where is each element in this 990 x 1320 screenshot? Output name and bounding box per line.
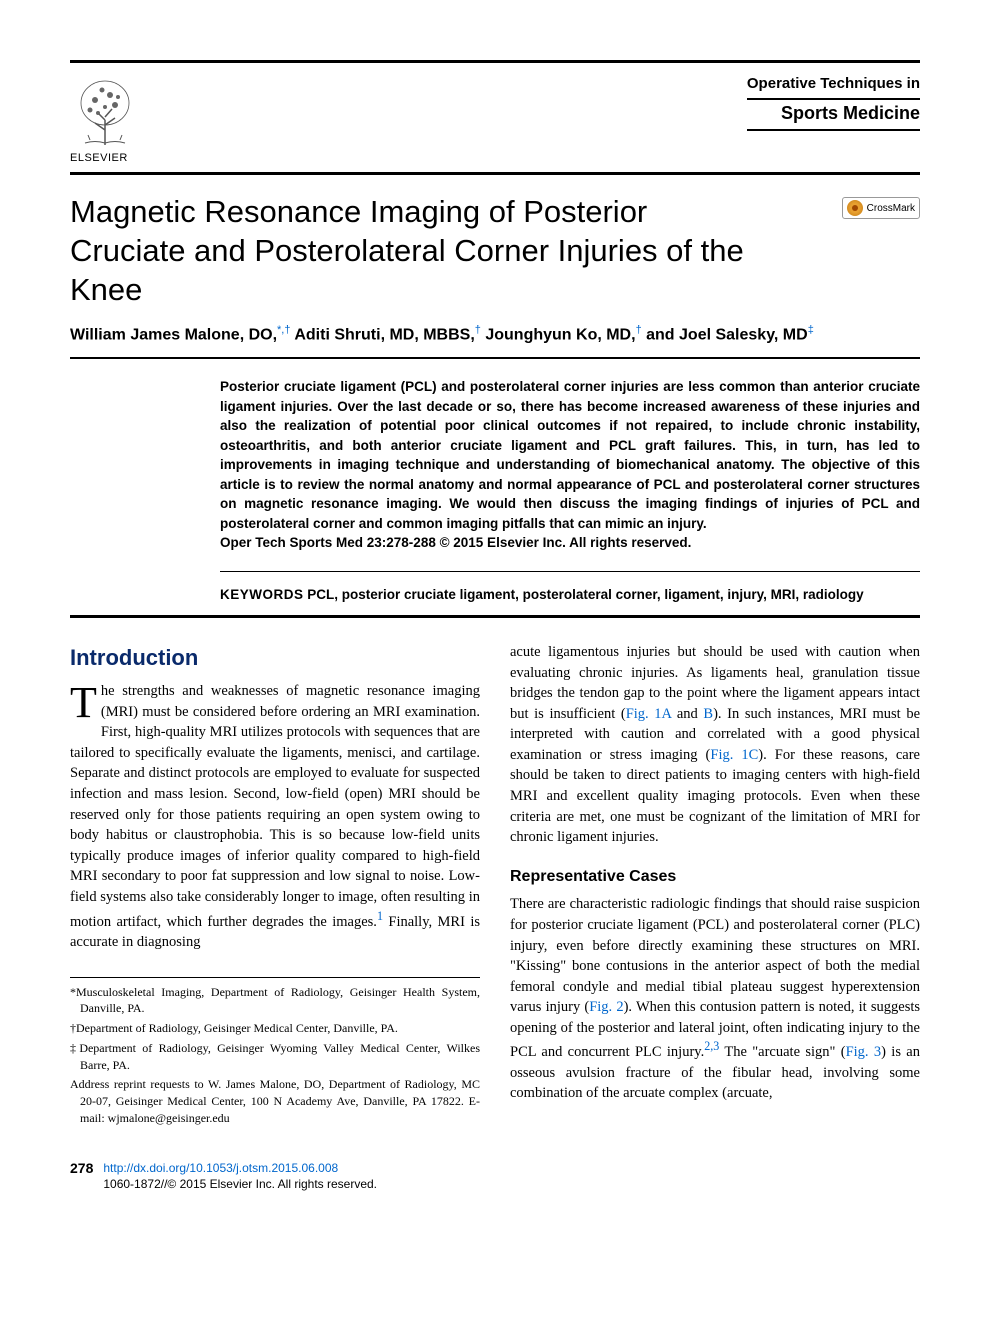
article-title: Magnetic Resonance Imaging of Posterior … xyxy=(70,193,770,309)
affiliation-item: *Musculoskeletal Imaging, Department of … xyxy=(70,984,480,1018)
keywords-label: KEYWORDS xyxy=(220,587,304,602)
divider xyxy=(70,172,920,175)
figure-link[interactable]: Fig. 2 xyxy=(589,999,623,1015)
dropcap: T xyxy=(70,681,101,723)
left-column: Introduction The strengths and weaknesse… xyxy=(70,642,480,1130)
journal-name-line1: Operative Techniques in xyxy=(747,75,920,92)
divider xyxy=(70,357,920,359)
keywords-block: KEYWORDS PCL, posterior cruciate ligamen… xyxy=(220,586,920,605)
affiliation-item: Address reprint requests to W. James Mal… xyxy=(70,1076,480,1126)
publisher-name: ELSEVIER xyxy=(70,152,128,164)
cases-paragraph: There are characteristic radiologic find… xyxy=(510,894,920,1104)
citation-line: Oper Tech Sports Med 23:278-288 © 2015 E… xyxy=(220,535,691,550)
figure-link[interactable]: Fig. 1C xyxy=(710,747,758,763)
divider xyxy=(220,571,920,572)
publisher-block: ELSEVIER xyxy=(70,75,140,164)
author-list: William James Malone, DO,*,† Aditi Shrut… xyxy=(70,323,920,347)
divider xyxy=(70,615,920,618)
title-row: Magnetic Resonance Imaging of Posterior … xyxy=(70,193,920,323)
journal-header: ELSEVIER Operative Techniques in Sports … xyxy=(70,60,920,164)
crossmark-badge[interactable]: CrossMark xyxy=(842,197,920,219)
footer-text: http://dx.doi.org/10.1053/j.otsm.2015.06… xyxy=(103,1160,377,1192)
keywords: PCL, posterior cruciate ligament, poster… xyxy=(307,587,863,602)
abstract: Posterior cruciate ligament (PCL) and po… xyxy=(220,377,920,553)
subsection-heading-cases: Representative Cases xyxy=(510,866,920,889)
section-heading-introduction: Introduction xyxy=(70,642,480,673)
right-column: acute ligamentous injuries but should be… xyxy=(510,642,920,1130)
crossmark-icon xyxy=(847,200,863,216)
figure-link[interactable]: B xyxy=(703,706,713,722)
copyright-line: 1060-1872//© 2015 Elsevier Inc. All righ… xyxy=(103,1177,377,1191)
affiliation-item: ‡Department of Radiology, Geisinger Wyom… xyxy=(70,1040,480,1074)
reference-link[interactable]: 2,3 xyxy=(704,1039,719,1053)
intro-paragraph: The strengths and weaknesses of magnetic… xyxy=(70,681,480,952)
figure-link[interactable]: Fig. 3 xyxy=(846,1044,882,1060)
journal-title-block: Operative Techniques in Sports Medicine xyxy=(747,75,920,131)
affiliations-block: *Musculoskeletal Imaging, Department of … xyxy=(70,977,480,1127)
doi-link[interactable]: http://dx.doi.org/10.1053/j.otsm.2015.06… xyxy=(103,1161,338,1175)
page-number: 278 xyxy=(70,1160,93,1176)
affiliation-item: †Department of Radiology, Geisinger Medi… xyxy=(70,1020,480,1037)
journal-name-line2: Sports Medicine xyxy=(747,98,920,131)
elsevier-tree-icon xyxy=(70,75,140,150)
crossmark-label: CrossMark xyxy=(867,203,915,214)
page-footer: 278 http://dx.doi.org/10.1053/j.otsm.201… xyxy=(70,1160,920,1192)
intro-continuation: acute ligamentous injuries but should be… xyxy=(510,642,920,848)
figure-link[interactable]: Fig. 1A xyxy=(626,706,672,722)
abstract-text: Posterior cruciate ligament (PCL) and po… xyxy=(220,379,920,531)
body-columns: Introduction The strengths and weaknesse… xyxy=(70,642,920,1130)
intro-text: he strengths and weaknesses of magnetic … xyxy=(70,683,480,929)
